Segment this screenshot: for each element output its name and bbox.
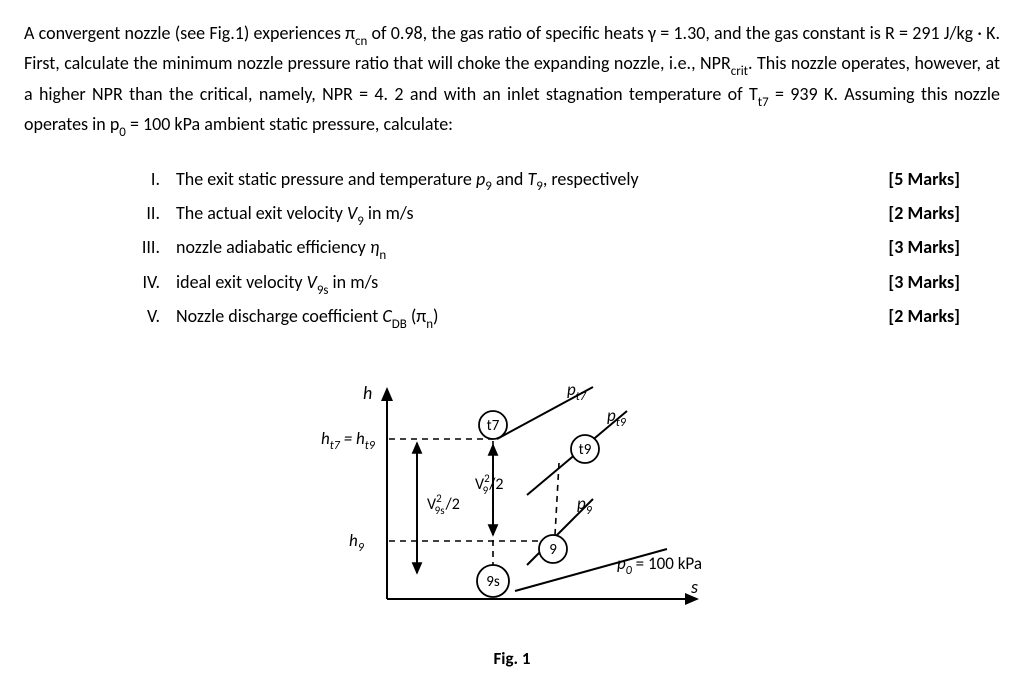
isobar-label: p0 = 100 kPa xyxy=(617,553,702,578)
h-level-label: ht7 = ht9 xyxy=(321,428,376,453)
problem-sub: 0 xyxy=(119,125,126,140)
state-point-label: 9s xyxy=(486,573,500,591)
h-level-label: h9 xyxy=(349,530,365,555)
state-point-label: t9 xyxy=(579,441,592,459)
question-number: IV. xyxy=(114,269,176,295)
problem-part: = 100 kPa ambient static pressure, calcu… xyxy=(126,113,453,135)
problem-part: A convergent nozzle (see Fig.1) experien… xyxy=(24,22,355,44)
question-text: nozzle adiabatic efficiency ηn xyxy=(176,234,878,264)
question-row: IV.ideal exit velocity V9s in m/s[3 Mark… xyxy=(114,269,960,299)
figure-caption: Fig. 1 xyxy=(493,647,530,672)
question-row: II.The actual exit velocity V9 in m/s[2 … xyxy=(114,200,960,230)
question-row: III.nozzle adiabatic efficiency ηn[3 Mar… xyxy=(114,234,960,264)
question-text: The exit static pressure and temperature… xyxy=(176,166,878,196)
problem-sub: t7 xyxy=(758,95,769,110)
question-marks: [2 Marks] xyxy=(878,200,960,226)
question-number: V. xyxy=(114,303,176,329)
y-axis-label: h xyxy=(363,382,372,404)
problem-statement: A convergent nozzle (see Fig.1) experien… xyxy=(24,20,1000,142)
x-axis-label: s xyxy=(691,576,698,598)
question-text: ideal exit velocity V9s in m/s xyxy=(176,269,878,299)
question-marks: [5 Marks] xyxy=(878,166,960,192)
question-number: III. xyxy=(114,234,176,260)
question-marks: [3 Marks] xyxy=(878,269,960,295)
ke-label: V29s/2 xyxy=(427,492,460,517)
isobar-label: p9 xyxy=(577,493,593,518)
question-list: I.The exit static pressure and temperatu… xyxy=(24,166,1000,334)
hs-diagram: hspt7pt9p9p0 = 100 kPaht7 = ht9h9V29s/2V… xyxy=(297,349,727,639)
problem-sub: crit xyxy=(731,64,748,79)
question-text: The actual exit velocity V9 in m/s xyxy=(176,200,878,230)
figure-wrap: hspt7pt9p9p0 = 100 kPaht7 = ht9h9V29s/2V… xyxy=(24,349,1000,672)
ke-label: V29/2 xyxy=(475,472,504,497)
state-point-label: t7 xyxy=(487,417,500,435)
problem-sub: cn xyxy=(355,34,367,49)
state-point-label: 9 xyxy=(549,541,557,559)
dashed-line xyxy=(555,463,559,535)
question-marks: [3 Marks] xyxy=(878,234,960,260)
question-row: V.Nozzle discharge coefficient CDB (πn)[… xyxy=(114,303,960,333)
question-row: I.The exit static pressure and temperatu… xyxy=(114,166,960,196)
question-number: I. xyxy=(114,166,176,192)
question-text: Nozzle discharge coefficient CDB (πn) xyxy=(176,303,878,333)
question-marks: [2 Marks] xyxy=(878,303,960,329)
question-number: II. xyxy=(114,200,176,226)
